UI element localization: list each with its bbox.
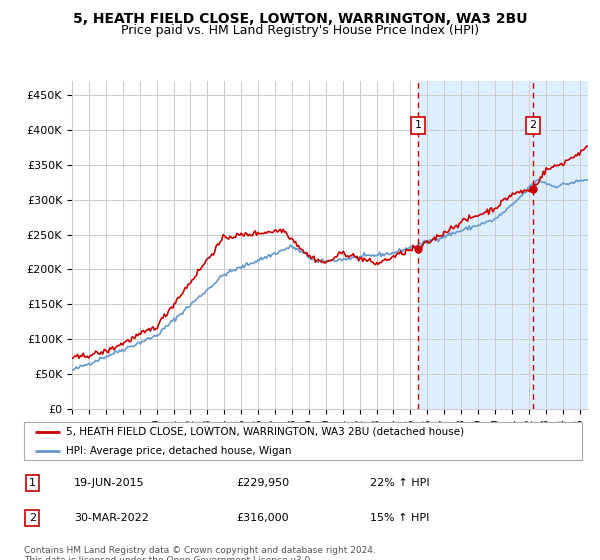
Text: 1: 1 <box>415 120 422 130</box>
Text: 15% ↑ HPI: 15% ↑ HPI <box>370 513 430 523</box>
Text: 30-MAR-2022: 30-MAR-2022 <box>74 513 149 523</box>
Text: 19-JUN-2015: 19-JUN-2015 <box>74 478 145 488</box>
Text: 2: 2 <box>529 120 536 130</box>
Text: £229,950: £229,950 <box>236 478 289 488</box>
Text: £316,000: £316,000 <box>236 513 289 523</box>
Text: 5, HEATH FIELD CLOSE, LOWTON, WARRINGTON, WA3 2BU: 5, HEATH FIELD CLOSE, LOWTON, WARRINGTON… <box>73 12 527 26</box>
Text: HPI: Average price, detached house, Wigan: HPI: Average price, detached house, Wiga… <box>66 446 292 456</box>
Text: 5, HEATH FIELD CLOSE, LOWTON, WARRINGTON, WA3 2BU (detached house): 5, HEATH FIELD CLOSE, LOWTON, WARRINGTON… <box>66 427 464 437</box>
Text: 2: 2 <box>29 513 36 523</box>
Text: Price paid vs. HM Land Registry's House Price Index (HPI): Price paid vs. HM Land Registry's House … <box>121 24 479 37</box>
Text: Contains HM Land Registry data © Crown copyright and database right 2024.
This d: Contains HM Land Registry data © Crown c… <box>24 546 376 560</box>
Text: 1: 1 <box>29 478 36 488</box>
Bar <box>418 81 588 409</box>
Text: 22% ↑ HPI: 22% ↑ HPI <box>370 478 430 488</box>
